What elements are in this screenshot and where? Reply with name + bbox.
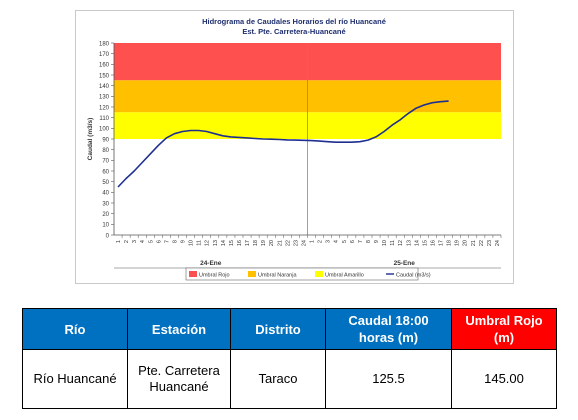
x-tick-label: 18 bbox=[447, 240, 453, 246]
x-tick-label: 11 bbox=[390, 240, 396, 246]
y-tick-label: 140 bbox=[99, 84, 110, 90]
x-tick-label: 23 bbox=[487, 240, 493, 246]
x-tick-label: 2 bbox=[318, 240, 324, 243]
legend-label-2: Umbral Naranja bbox=[258, 273, 297, 279]
header-distrito: Distrito bbox=[230, 308, 326, 350]
x-tick-label: 12 bbox=[398, 240, 404, 246]
y-tick-label: 110 bbox=[99, 116, 109, 122]
chart-subtitle: Est. Pte. Carretera-Huancané bbox=[242, 27, 345, 36]
legend-swatch-3 bbox=[315, 271, 323, 277]
y-tick-label: 70 bbox=[102, 159, 109, 165]
y-tick-label: 80 bbox=[102, 148, 109, 154]
x-tick-label: 6 bbox=[156, 240, 162, 243]
x-tick-label: 21 bbox=[471, 240, 477, 246]
cell-estacion: Pte. Carretera Huancané bbox=[127, 349, 231, 409]
x-tick-label: 9 bbox=[181, 240, 187, 243]
y-tick-label: 30 bbox=[102, 201, 109, 207]
day-label-1: 24-Ene bbox=[200, 260, 222, 267]
x-tick-label: 24 bbox=[301, 240, 307, 246]
y-tick-label: 40 bbox=[102, 191, 109, 197]
x-tick-label: 13 bbox=[406, 240, 412, 246]
legend-label-1: Umbral Rojo bbox=[199, 273, 230, 279]
x-tick-label: 14 bbox=[221, 240, 227, 246]
x-tick-label: 6 bbox=[350, 240, 356, 243]
x-tick-label: 16 bbox=[430, 240, 436, 246]
x-tick-label: 15 bbox=[422, 240, 428, 246]
x-tick-label: 4 bbox=[334, 240, 340, 243]
x-tick-label: 23 bbox=[293, 240, 299, 246]
x-tick-label: 2 bbox=[124, 240, 130, 243]
x-tick-label: 22 bbox=[479, 240, 485, 246]
x-tick-label: 13 bbox=[213, 240, 219, 246]
x-tick-label: 18 bbox=[253, 240, 259, 246]
x-tick-label: 17 bbox=[245, 240, 251, 246]
day-label-2: 25-Ene bbox=[394, 260, 416, 267]
x-tick-label: 17 bbox=[439, 240, 445, 246]
x-tick-label: 20 bbox=[269, 240, 275, 246]
x-tick-label: 3 bbox=[132, 240, 138, 243]
cell-rio: Río Huancané bbox=[22, 349, 128, 409]
y-tick-label: 50 bbox=[102, 180, 109, 186]
y-tick-label: 10 bbox=[102, 223, 109, 229]
legend-box bbox=[185, 267, 419, 281]
x-tick-label: 22 bbox=[285, 240, 291, 246]
x-tick-label: 24 bbox=[495, 240, 501, 246]
x-tick-label: 12 bbox=[205, 240, 211, 246]
y-tick-label: 170 bbox=[99, 52, 110, 58]
x-tick-label: 3 bbox=[326, 240, 332, 243]
x-tick-label: 15 bbox=[229, 240, 235, 246]
x-tick-label: 21 bbox=[277, 240, 283, 246]
table-header-row: Río Estación Distrito Caudal 18:00 horas… bbox=[22, 308, 557, 350]
header-caudal: Caudal 18:00 horas (m) bbox=[325, 308, 452, 350]
x-tick-label: 8 bbox=[366, 240, 372, 243]
chart-canvas: Hidrograma de Caudales Horarios del río … bbox=[87, 17, 502, 281]
x-tick-label: 5 bbox=[342, 240, 348, 243]
y-tick-label: 100 bbox=[99, 127, 110, 133]
x-tick-label: 20 bbox=[463, 240, 469, 246]
x-tick-label: 4 bbox=[140, 240, 146, 243]
legend-swatch-2 bbox=[248, 271, 256, 277]
x-tick-label: 11 bbox=[197, 240, 203, 246]
y-axis-label: Caudal (m3/s) bbox=[87, 118, 94, 161]
header-estacion: Estación bbox=[127, 308, 231, 350]
header-umbral-rojo: Umbral Rojo (m) bbox=[451, 308, 557, 350]
cell-umbral-rojo: 145.00 bbox=[451, 349, 557, 409]
y-tick-label: 150 bbox=[99, 73, 110, 79]
y-tick-label: 0 bbox=[106, 233, 110, 239]
header-rio: Río bbox=[22, 308, 128, 350]
x-tick-label: 19 bbox=[261, 240, 267, 246]
hydrograph-chart: Hidrograma de Caudales Horarios del río … bbox=[75, 10, 514, 284]
y-tick-label: 20 bbox=[102, 212, 109, 218]
cell-distrito: Taraco bbox=[230, 349, 326, 409]
legend-swatch-1 bbox=[189, 271, 197, 277]
x-tick-label: 19 bbox=[455, 240, 461, 246]
x-tick-label: 7 bbox=[358, 240, 364, 243]
y-tick-label: 60 bbox=[102, 169, 109, 175]
x-tick-label: 10 bbox=[189, 240, 195, 246]
chart-title: Hidrograma de Caudales Horarios del río … bbox=[202, 17, 386, 26]
x-tick-label: 14 bbox=[414, 240, 420, 246]
y-tick-label: 90 bbox=[102, 137, 109, 143]
flow-table: Río Estación Distrito Caudal 18:00 horas… bbox=[22, 308, 557, 409]
x-tick-label: 16 bbox=[237, 240, 243, 246]
x-tick-label: 1 bbox=[116, 240, 122, 243]
y-tick-label: 120 bbox=[99, 105, 110, 111]
cell-caudal: 125.5 bbox=[325, 349, 452, 409]
x-tick-label: 8 bbox=[172, 240, 178, 243]
table-row: Río Huancané Pte. Carretera Huancané Tar… bbox=[22, 349, 557, 409]
x-tick-label: 5 bbox=[148, 240, 154, 243]
y-tick-label: 180 bbox=[99, 41, 110, 47]
y-tick-label: 130 bbox=[99, 95, 110, 101]
legend-label-4: Caudal (m3/s) bbox=[396, 273, 431, 279]
x-tick-label: 10 bbox=[382, 240, 388, 246]
series-line-caudal bbox=[117, 100, 449, 188]
y-tick-label: 160 bbox=[99, 63, 110, 69]
x-tick-label: 9 bbox=[374, 240, 380, 243]
x-tick-label: 1 bbox=[310, 240, 316, 243]
x-tick-label: 7 bbox=[164, 240, 170, 243]
legend-label-3: Umbral Amarillo bbox=[325, 273, 364, 279]
